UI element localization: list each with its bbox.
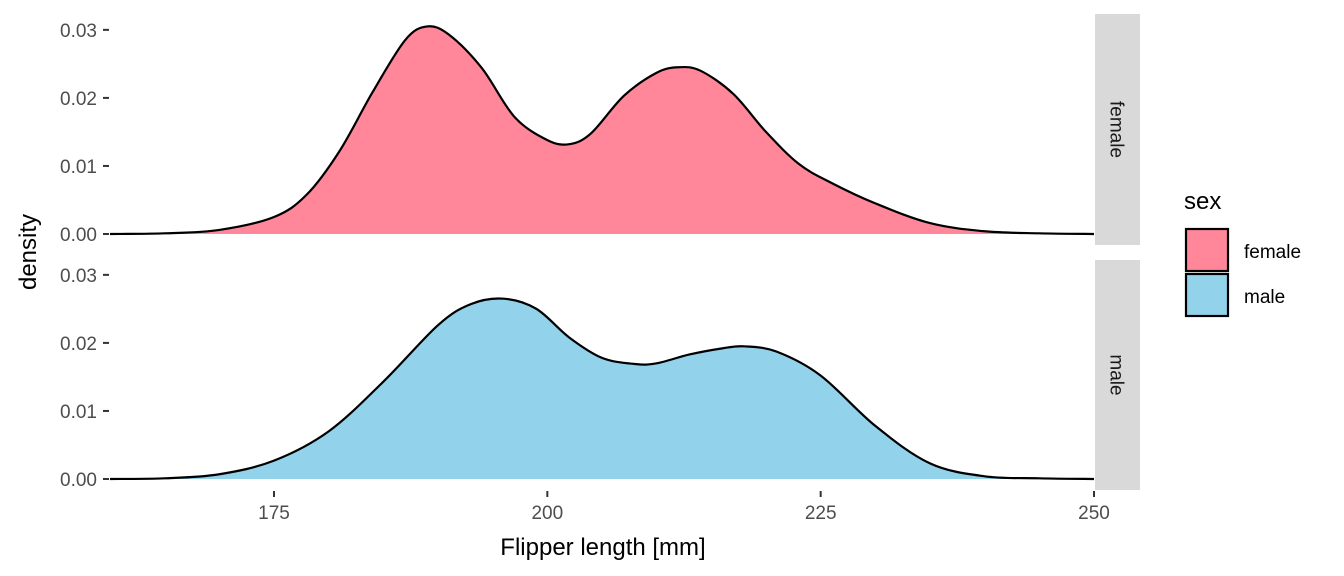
legend-label-male: male: [1244, 287, 1285, 308]
legend-title: sex: [1184, 188, 1221, 215]
x-tick-label: 200: [531, 503, 563, 524]
legend-key-male: [1184, 272, 1230, 318]
legend-label-female: female: [1244, 242, 1301, 263]
x-tick-label: 250: [1078, 503, 1110, 524]
y-tick-label: 0.00: [60, 225, 97, 246]
y-axis-title: density: [15, 214, 42, 290]
density-line-male: [109, 297, 1095, 481]
legend-key-female: [1184, 227, 1230, 273]
y-tick-label: 0.01: [60, 402, 97, 423]
facet-strip-male: [1095, 260, 1140, 490]
density-area-female: [110, 26, 1094, 235]
x-axis: 175 200 225 250: [258, 491, 1110, 524]
density-area-male: [110, 298, 1094, 479]
legend: sex female male: [1184, 188, 1301, 318]
facet-strip-female: [1095, 14, 1140, 245]
x-tick-label: 225: [805, 503, 837, 524]
facet-strip-label: male: [1106, 354, 1127, 395]
y-tick-label: 0.03: [60, 21, 97, 42]
y-tick-label: 0.03: [60, 266, 97, 287]
y-tick-label: 0.02: [60, 334, 97, 355]
y-tick-label: 0.01: [60, 157, 97, 178]
panels-layer: 0.00 0.01 0.02 0.03 female 0.00 0.01 0.02 0.03 ma…: [60, 14, 1140, 491]
x-axis-title: Flipper length [mm]: [500, 534, 705, 561]
panel-female: 0.00 0.01 0.02 0.03 female: [60, 14, 1140, 246]
facet-strip-label: female: [1106, 101, 1127, 158]
panel-male: 0.00 0.01 0.02 0.03 male: [60, 260, 1140, 491]
y-tick-label: 0.00: [60, 470, 97, 491]
x-tick-label: 175: [258, 503, 290, 524]
y-tick-label: 0.02: [60, 89, 97, 110]
density-line-female: [109, 25, 1095, 236]
